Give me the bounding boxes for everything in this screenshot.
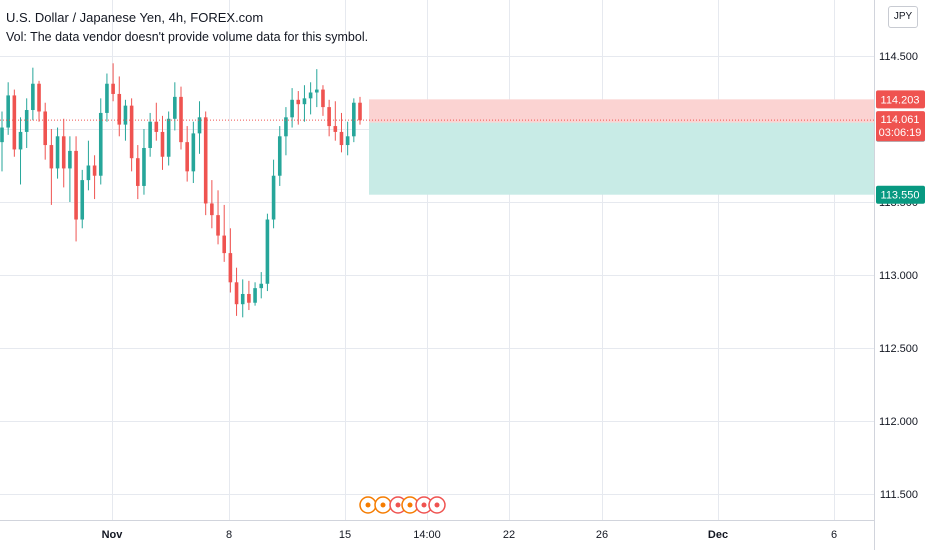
candle-body xyxy=(358,102,362,121)
candle-body xyxy=(345,136,350,146)
candle-body xyxy=(6,95,10,128)
candle-body xyxy=(123,105,128,125)
currency-button[interactable]: JPY xyxy=(888,6,918,28)
time-tick-label: Dec xyxy=(708,529,728,541)
candle-body xyxy=(80,180,85,220)
volume-note: Vol: The data vendor doesn't provide vol… xyxy=(6,30,369,44)
candle-body xyxy=(321,89,325,108)
candle-body xyxy=(185,142,189,172)
candle-body xyxy=(31,83,35,111)
candle-body xyxy=(191,133,196,172)
candle-body xyxy=(314,89,319,93)
candle-body xyxy=(24,110,29,132)
candle-body xyxy=(68,150,72,169)
candle-body xyxy=(98,112,103,176)
candle-body xyxy=(352,102,356,137)
candle-body xyxy=(222,235,227,254)
event-marker-dot-icon xyxy=(395,502,401,508)
price-tick-label: 112.500 xyxy=(879,343,918,355)
candle-body xyxy=(111,83,115,94)
time-tick-label: 8 xyxy=(226,529,232,541)
target-price-label-bg xyxy=(876,185,925,204)
candle-body xyxy=(210,203,214,216)
price-tick-label: 114.500 xyxy=(879,51,918,63)
event-marker-dot-icon xyxy=(434,502,440,508)
long-position-tool[interactable] xyxy=(369,99,874,195)
price-tick-label: 112.000 xyxy=(879,416,918,428)
time-tick-label: 6 xyxy=(831,529,837,541)
candle-body xyxy=(43,111,48,146)
candle-body xyxy=(277,136,282,176)
candle-body xyxy=(55,136,60,169)
candle-body xyxy=(18,131,23,150)
candle-body xyxy=(302,98,307,105)
candle-body xyxy=(240,293,245,305)
last-price-label: 114.061 xyxy=(881,114,920,126)
candle-body xyxy=(92,165,97,176)
candle-body xyxy=(142,147,146,186)
candle-body xyxy=(160,131,165,157)
time-tick-label: 26 xyxy=(596,529,608,541)
take-profit-zone[interactable] xyxy=(369,122,874,195)
candle-body xyxy=(12,95,17,150)
candle-body xyxy=(203,117,208,204)
time-tick-label: Nov xyxy=(102,529,124,541)
event-marker-dot-icon xyxy=(365,502,371,508)
candle-body xyxy=(148,121,152,148)
time-tick-label: 15 xyxy=(339,529,351,541)
event-marker-dot-icon xyxy=(407,502,413,508)
event-marker-dot-icon xyxy=(380,502,386,508)
candle-body xyxy=(284,117,288,137)
candle-body xyxy=(308,92,313,99)
candle-body xyxy=(247,293,251,303)
symbol-title: U.S. Dollar / Japanese Yen, 4h, FOREX.co… xyxy=(6,10,264,25)
time-tick-label: 22 xyxy=(503,529,515,541)
candle-body xyxy=(234,282,239,305)
candle-body xyxy=(173,96,177,119)
candle-body xyxy=(135,158,140,186)
candle-body xyxy=(74,150,78,220)
economic-event-markers[interactable] xyxy=(359,496,446,514)
candle-body xyxy=(271,175,276,220)
candle-body xyxy=(129,105,134,159)
last-price-label-bg xyxy=(876,111,925,142)
target-price-label: 113.550 xyxy=(881,190,920,202)
candle-body xyxy=(228,253,233,283)
candle-body xyxy=(333,126,338,132)
candle-body xyxy=(253,288,257,303)
stop-price-label: 114.203 xyxy=(881,94,920,106)
price-tick-label: 111.500 xyxy=(880,489,918,501)
candle-body xyxy=(339,131,344,146)
candle-body xyxy=(86,165,91,181)
candle-body xyxy=(290,99,294,118)
candle-body xyxy=(61,136,66,169)
candle-body xyxy=(105,83,109,113)
time-tick-label: 14:00 xyxy=(413,529,441,541)
candle-body xyxy=(0,127,4,143)
candlestick-series xyxy=(0,63,362,318)
time-axis[interactable]: Nov 8 15 14:00 22 26 Dec 6 xyxy=(102,529,837,541)
candle-body xyxy=(327,107,331,127)
candle-body xyxy=(296,99,301,105)
candle-body xyxy=(216,215,220,236)
candle-body xyxy=(166,118,171,157)
chart-grid xyxy=(0,0,874,520)
candle-body xyxy=(37,83,41,112)
candle-body xyxy=(49,145,54,169)
stop-price-label-bg xyxy=(876,90,925,109)
candle-body xyxy=(117,93,122,125)
candle-body xyxy=(259,283,264,289)
last-price-label: 03:06:19 xyxy=(879,127,922,139)
candle-body xyxy=(197,117,202,134)
event-marker-dot-icon xyxy=(421,502,427,508)
candle-body xyxy=(179,96,183,143)
candle-body xyxy=(154,121,159,132)
price-tick-label: 113.000 xyxy=(879,270,918,282)
stop-loss-zone[interactable] xyxy=(369,99,874,123)
candle-body xyxy=(265,219,270,284)
